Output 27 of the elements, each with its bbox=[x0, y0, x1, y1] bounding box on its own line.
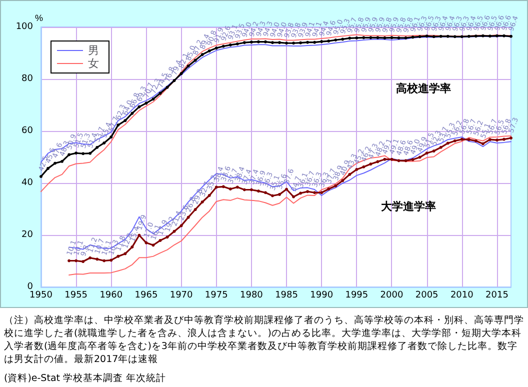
y-tick-label: 40 bbox=[22, 178, 34, 188]
x-tick-label: 1985 bbox=[275, 290, 298, 300]
x-tick-label: 2000 bbox=[380, 290, 404, 300]
x-tick-label: 1950 bbox=[30, 290, 53, 300]
annotation: 大学進学率 bbox=[381, 200, 436, 213]
legend-label: 女 bbox=[88, 57, 99, 70]
y-tick-label: 80 bbox=[22, 74, 34, 84]
annotation: 高校進学率 bbox=[396, 82, 451, 95]
y-tick-label: 0 bbox=[27, 282, 34, 292]
text: （注）高校進学率は、中学校卒業者及び中等教育学校前期課程修了者のうち、高等学校等の本科・別科、高等専門学校に進学した者(就職進学した者を含み、浪人は含まない。)の占める比率。大学進学率は、大学学部・短期大学本科入学者数(過年度高卒者等を含む)を3年前の中学校卒業者数及び中等教育学校前期課程修了者数で除した比率。数字は男女計の値。最新2017年は速報 bbox=[4, 314, 524, 366]
x-tick-label: 2010 bbox=[450, 290, 474, 300]
x-tick-label: 1960 bbox=[100, 290, 123, 300]
x-tick-label: 1975 bbox=[204, 290, 228, 300]
x-tick-label: 1995 bbox=[345, 290, 368, 300]
x-tick-label: 2015 bbox=[486, 290, 508, 300]
x-tick-label: 1980 bbox=[240, 290, 264, 300]
text: (資料)e-Stat 学校基本調査 年次統計 bbox=[4, 372, 168, 385]
x-tick-label: 1990 bbox=[310, 290, 334, 300]
y-axis-title: % bbox=[35, 13, 44, 24]
legend-label: 男 bbox=[88, 44, 99, 57]
x-tick-label: 1955 bbox=[64, 290, 88, 300]
y-tick-label: 60 bbox=[22, 126, 34, 136]
y-tick-label: 20 bbox=[22, 230, 34, 240]
x-tick-label: 2005 bbox=[415, 290, 438, 300]
y-tick-label: 100 bbox=[16, 22, 34, 32]
x-tick-label: 1965 bbox=[134, 290, 158, 300]
x-tick-label: 1970 bbox=[170, 290, 194, 300]
